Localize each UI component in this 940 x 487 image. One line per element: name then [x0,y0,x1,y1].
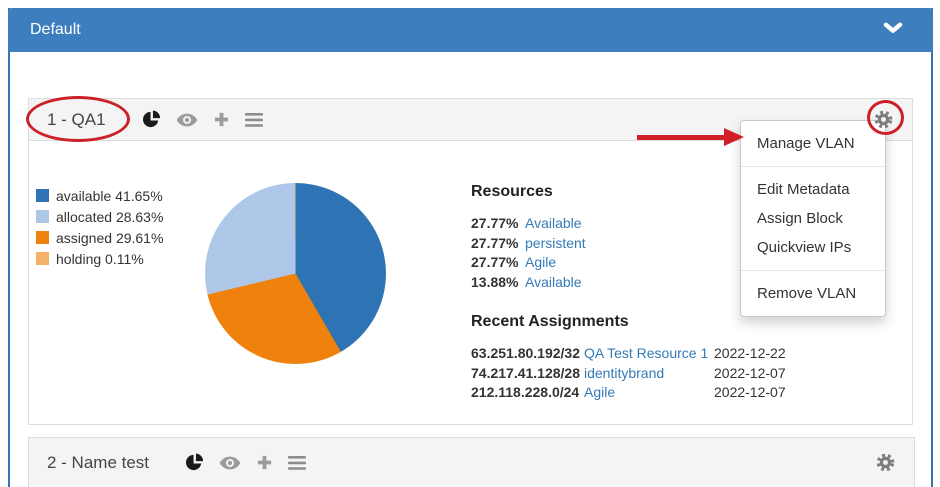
assignment-resource-link[interactable]: identitybrand [584,364,665,381]
gear-icon[interactable] [875,452,896,473]
legend-value: 0.11% [105,250,144,267]
legend-value: 28.63% [115,208,164,225]
legend-value: 29.61% [115,229,164,246]
assignment-date: 2022-12-07 [714,384,786,400]
resources-title: Resources [471,183,553,200]
resource-pct: 27.77% [471,215,519,231]
menu-item-quickview-ips[interactable]: Quickview IPs [757,239,852,256]
group-title: Default [30,21,81,38]
resource-pct: 13.88% [471,273,519,290]
plus-icon[interactable] [256,454,273,471]
menu-item-remove-vlan[interactable]: Remove VLAN [757,285,857,302]
legend-swatch-assigned [36,231,49,244]
resource-row: 13.88% Available [471,273,586,293]
resource-link[interactable]: Agile [525,254,557,270]
legend-swatch-holding [36,252,49,265]
gear-dropdown-menu: Manage VLAN Edit Metadata Assign Block Q… [740,120,886,317]
legend-item: allocated 28.63% [36,206,163,227]
legend-label: allocated [56,208,113,225]
assignment-date: 2022-12-22 [714,345,786,361]
menu-icon[interactable] [244,112,263,127]
eye-icon[interactable] [176,113,198,127]
legend-swatch-allocated [36,210,49,223]
menu-icon[interactable] [288,455,307,470]
resource-pct: 27.77% [471,254,519,270]
menu-divider [741,166,885,167]
recent-assignments-title: Recent Assignments [471,313,629,330]
legend-label: holding [56,250,102,267]
resource-row: 27.77% persistent [471,234,586,254]
vlan-panel-2-title: 2 - Name test [47,452,150,472]
vlan-panel-1-title: 1 - QA1 [47,109,106,129]
menu-divider [741,270,885,271]
resource-row: 27.77% Agile [471,253,586,273]
menu-item-manage-vlan[interactable]: Manage VLAN [757,135,855,152]
pie-legend: available 41.65% allocated 28.63% assign… [36,185,163,269]
legend-item: available 41.65% [36,185,163,206]
vlan-panel-2-toolbar [185,453,307,472]
assignment-date: 2022-12-07 [714,364,786,381]
plus-icon[interactable] [213,111,230,128]
assignment-row: 212.118.228.0/24 Agile 2022-12-07 [471,383,786,403]
legend-label: available [56,187,112,204]
recent-assignments-section: Recent Assignments 63.251.80.192/32 QA T… [471,313,786,403]
legend-label: assigned [56,229,113,246]
pie-chart-icon[interactable] [142,110,161,129]
resource-link[interactable]: persistent [525,234,586,251]
assignment-cidr: 63.251.80.192/32 [471,345,580,361]
legend-item: holding 0.11% [36,248,163,269]
legend-item: assigned 29.61% [36,227,163,248]
collapse-toggle[interactable] [883,21,903,39]
resource-link[interactable]: Available [525,215,582,231]
assignment-cidr: 74.217.41.128/28 [471,364,580,381]
menu-item-assign-block[interactable]: Assign Block [757,210,843,227]
assignment-row: 74.217.41.128/28 identitybrand 2022-12-0… [471,364,786,384]
assignment-row: 63.251.80.192/32 QA Test Resource 1 2022… [471,344,786,364]
gear-icon[interactable] [873,109,894,130]
vlan-panel-1-toolbar [142,110,263,129]
pie-chart-icon[interactable] [185,453,204,472]
eye-icon[interactable] [219,456,241,470]
pie-chart [205,183,386,364]
resource-pct: 27.77% [471,234,519,251]
resources-section: Resources 27.77% Available 27.77% persiste… [471,183,586,292]
menu-item-edit-metadata[interactable]: Edit Metadata [757,181,850,198]
chevron-down-icon [883,21,903,39]
assignment-resource-link[interactable]: QA Test Resource 1 [584,345,709,361]
vlan-panel-2: 2 - Name test [28,437,915,487]
legend-value: 41.65% [115,187,163,204]
assignment-resource-link[interactable]: Agile [584,384,616,400]
legend-swatch-available [36,189,49,202]
resource-link[interactable]: Available [525,273,582,290]
resource-row: 27.77% Available [471,214,586,234]
vlan-group-header[interactable]: Default [8,8,933,52]
assignment-cidr: 212.118.228.0/24 [471,384,580,400]
